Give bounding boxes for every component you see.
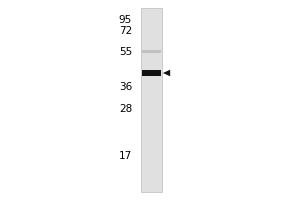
- Bar: [142, 70, 161, 76]
- Text: 17: 17: [119, 151, 132, 161]
- Text: 36: 36: [119, 82, 132, 92]
- Bar: [142, 50, 161, 53]
- Polygon shape: [163, 70, 170, 76]
- Text: 28: 28: [119, 104, 132, 114]
- Text: 72: 72: [119, 26, 132, 36]
- Bar: [141, 8, 162, 192]
- Text: 95: 95: [119, 15, 132, 25]
- Text: 55: 55: [119, 47, 132, 57]
